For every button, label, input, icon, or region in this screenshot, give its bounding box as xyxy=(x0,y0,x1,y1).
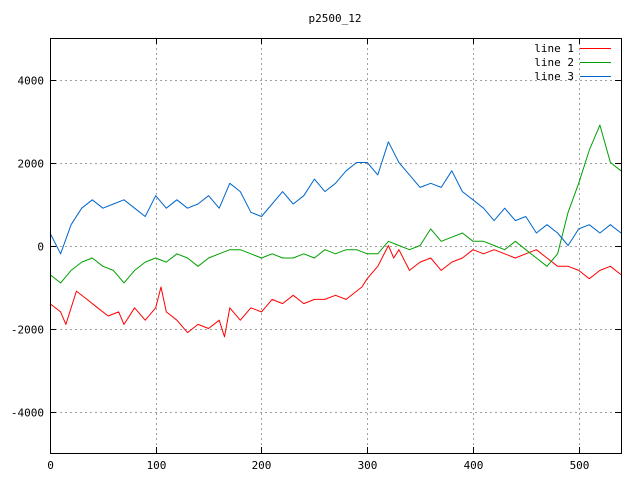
x-tick-label: 200 xyxy=(252,459,272,472)
chart-title: p2500_12 xyxy=(309,12,362,25)
series-lines xyxy=(49,124,622,338)
y-tick-label: -4000 xyxy=(11,407,44,420)
x-tick-label: 0 xyxy=(47,459,54,472)
y-tick-label: -2000 xyxy=(11,324,44,337)
series-line-2 xyxy=(49,124,622,284)
series-line-1 xyxy=(49,245,622,338)
series-line-3 xyxy=(49,141,622,255)
plot-frame xyxy=(50,38,622,454)
y-tick-label: 4000 xyxy=(18,75,45,88)
x-tick-label: 100 xyxy=(147,459,167,472)
legend: line 1 line 2 line 3 xyxy=(534,42,611,83)
y-tick-label: 0 xyxy=(37,241,44,254)
axis-ticks: 0 100 200 300 400 500 -4000 -2000 0 2000 4000 xyxy=(11,38,621,472)
legend-label-line-3: line 3 xyxy=(534,70,574,83)
x-tick-label: 400 xyxy=(464,459,484,472)
legend-label-line-1: line 1 xyxy=(534,42,574,55)
x-tick-label: 500 xyxy=(570,459,590,472)
grid-lines xyxy=(50,38,621,453)
x-tick-label: 300 xyxy=(358,459,378,472)
y-tick-label: 2000 xyxy=(18,158,45,171)
legend-label-line-2: line 2 xyxy=(534,56,574,69)
